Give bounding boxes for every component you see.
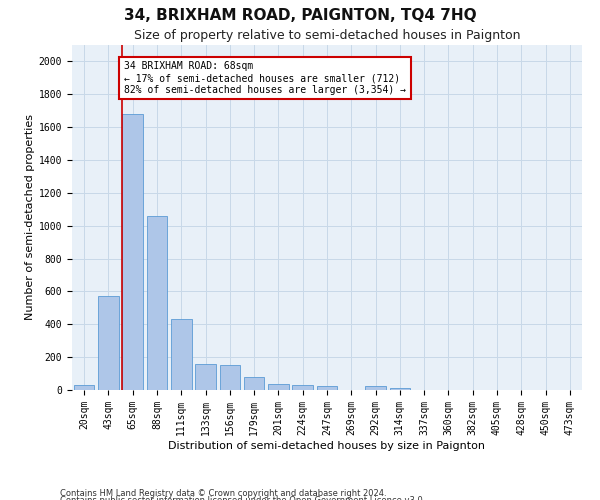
Bar	[317, 386, 337, 390]
Bar	[146, 216, 167, 390]
Bar	[98, 296, 119, 390]
Bar	[122, 114, 143, 390]
Text: 34, BRIXHAM ROAD, PAIGNTON, TQ4 7HQ: 34, BRIXHAM ROAD, PAIGNTON, TQ4 7HQ	[124, 8, 476, 22]
Bar	[195, 364, 216, 390]
Bar	[292, 385, 313, 390]
Y-axis label: Number of semi-detached properties: Number of semi-detached properties	[25, 114, 35, 320]
Bar	[220, 364, 240, 390]
Bar	[389, 388, 410, 390]
Bar	[268, 384, 289, 390]
Bar	[74, 385, 94, 390]
Title: Size of property relative to semi-detached houses in Paignton: Size of property relative to semi-detach…	[134, 30, 520, 43]
Text: Contains HM Land Registry data © Crown copyright and database right 2024.: Contains HM Land Registry data © Crown c…	[60, 488, 386, 498]
Text: Contains public sector information licensed under the Open Government Licence v3: Contains public sector information licen…	[60, 496, 425, 500]
Bar	[171, 320, 191, 390]
Bar	[244, 377, 265, 390]
Text: 34 BRIXHAM ROAD: 68sqm
← 17% of semi-detached houses are smaller (712)
82% of se: 34 BRIXHAM ROAD: 68sqm ← 17% of semi-det…	[124, 62, 406, 94]
Bar	[365, 386, 386, 390]
X-axis label: Distribution of semi-detached houses by size in Paignton: Distribution of semi-detached houses by …	[169, 440, 485, 450]
